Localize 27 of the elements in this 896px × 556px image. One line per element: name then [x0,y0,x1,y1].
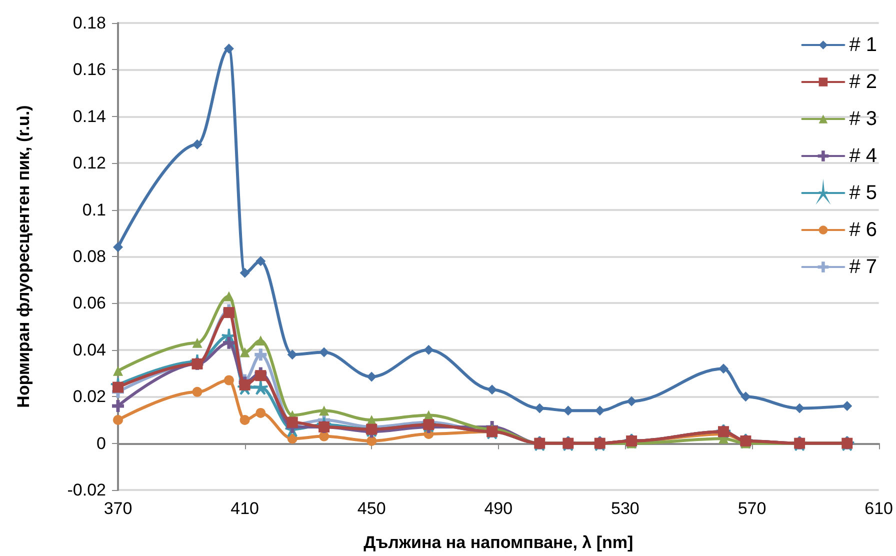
y-tick-label: 0.1 [82,200,106,220]
y-tick-label: -0.02 [67,480,106,500]
x-tick-label: 570 [738,499,766,518]
legend-label: # 5 [849,182,878,204]
y-tick-label: 0.04 [72,340,106,360]
y-tick-label: 0.08 [72,247,106,266]
x-tick-label: 410 [230,499,259,518]
x-tick-label: 530 [611,499,640,518]
y-tick-label: 0.18 [72,14,106,32]
y-tick-label: 0.14 [72,106,106,126]
x-tick-label: 610 [864,499,894,518]
x-axis-title: Дължина на напомпване, λ [nm] [364,533,634,552]
x-tick-label: 370 [104,499,132,518]
y-tick-label: 0.16 [72,60,106,80]
legend-label: # 6 [849,219,878,241]
y-tick-label: 0.12 [72,154,106,173]
y-tick-label: 0 [96,434,106,453]
y-axis-title: Нормиран флуоресцентен пик, (r.u.) [14,105,33,408]
legend-label: # 1 [849,34,878,56]
x-tick-label: 450 [357,499,386,518]
legend-label: # 3 [849,108,878,130]
legend-label: # 7 [849,256,878,278]
x-tick-label: 490 [484,499,513,518]
y-tick-label: 0.06 [72,294,106,313]
y-tick-label: 0.02 [72,387,106,406]
legend-label: # 2 [849,71,878,93]
legend-label: # 4 [849,145,878,167]
